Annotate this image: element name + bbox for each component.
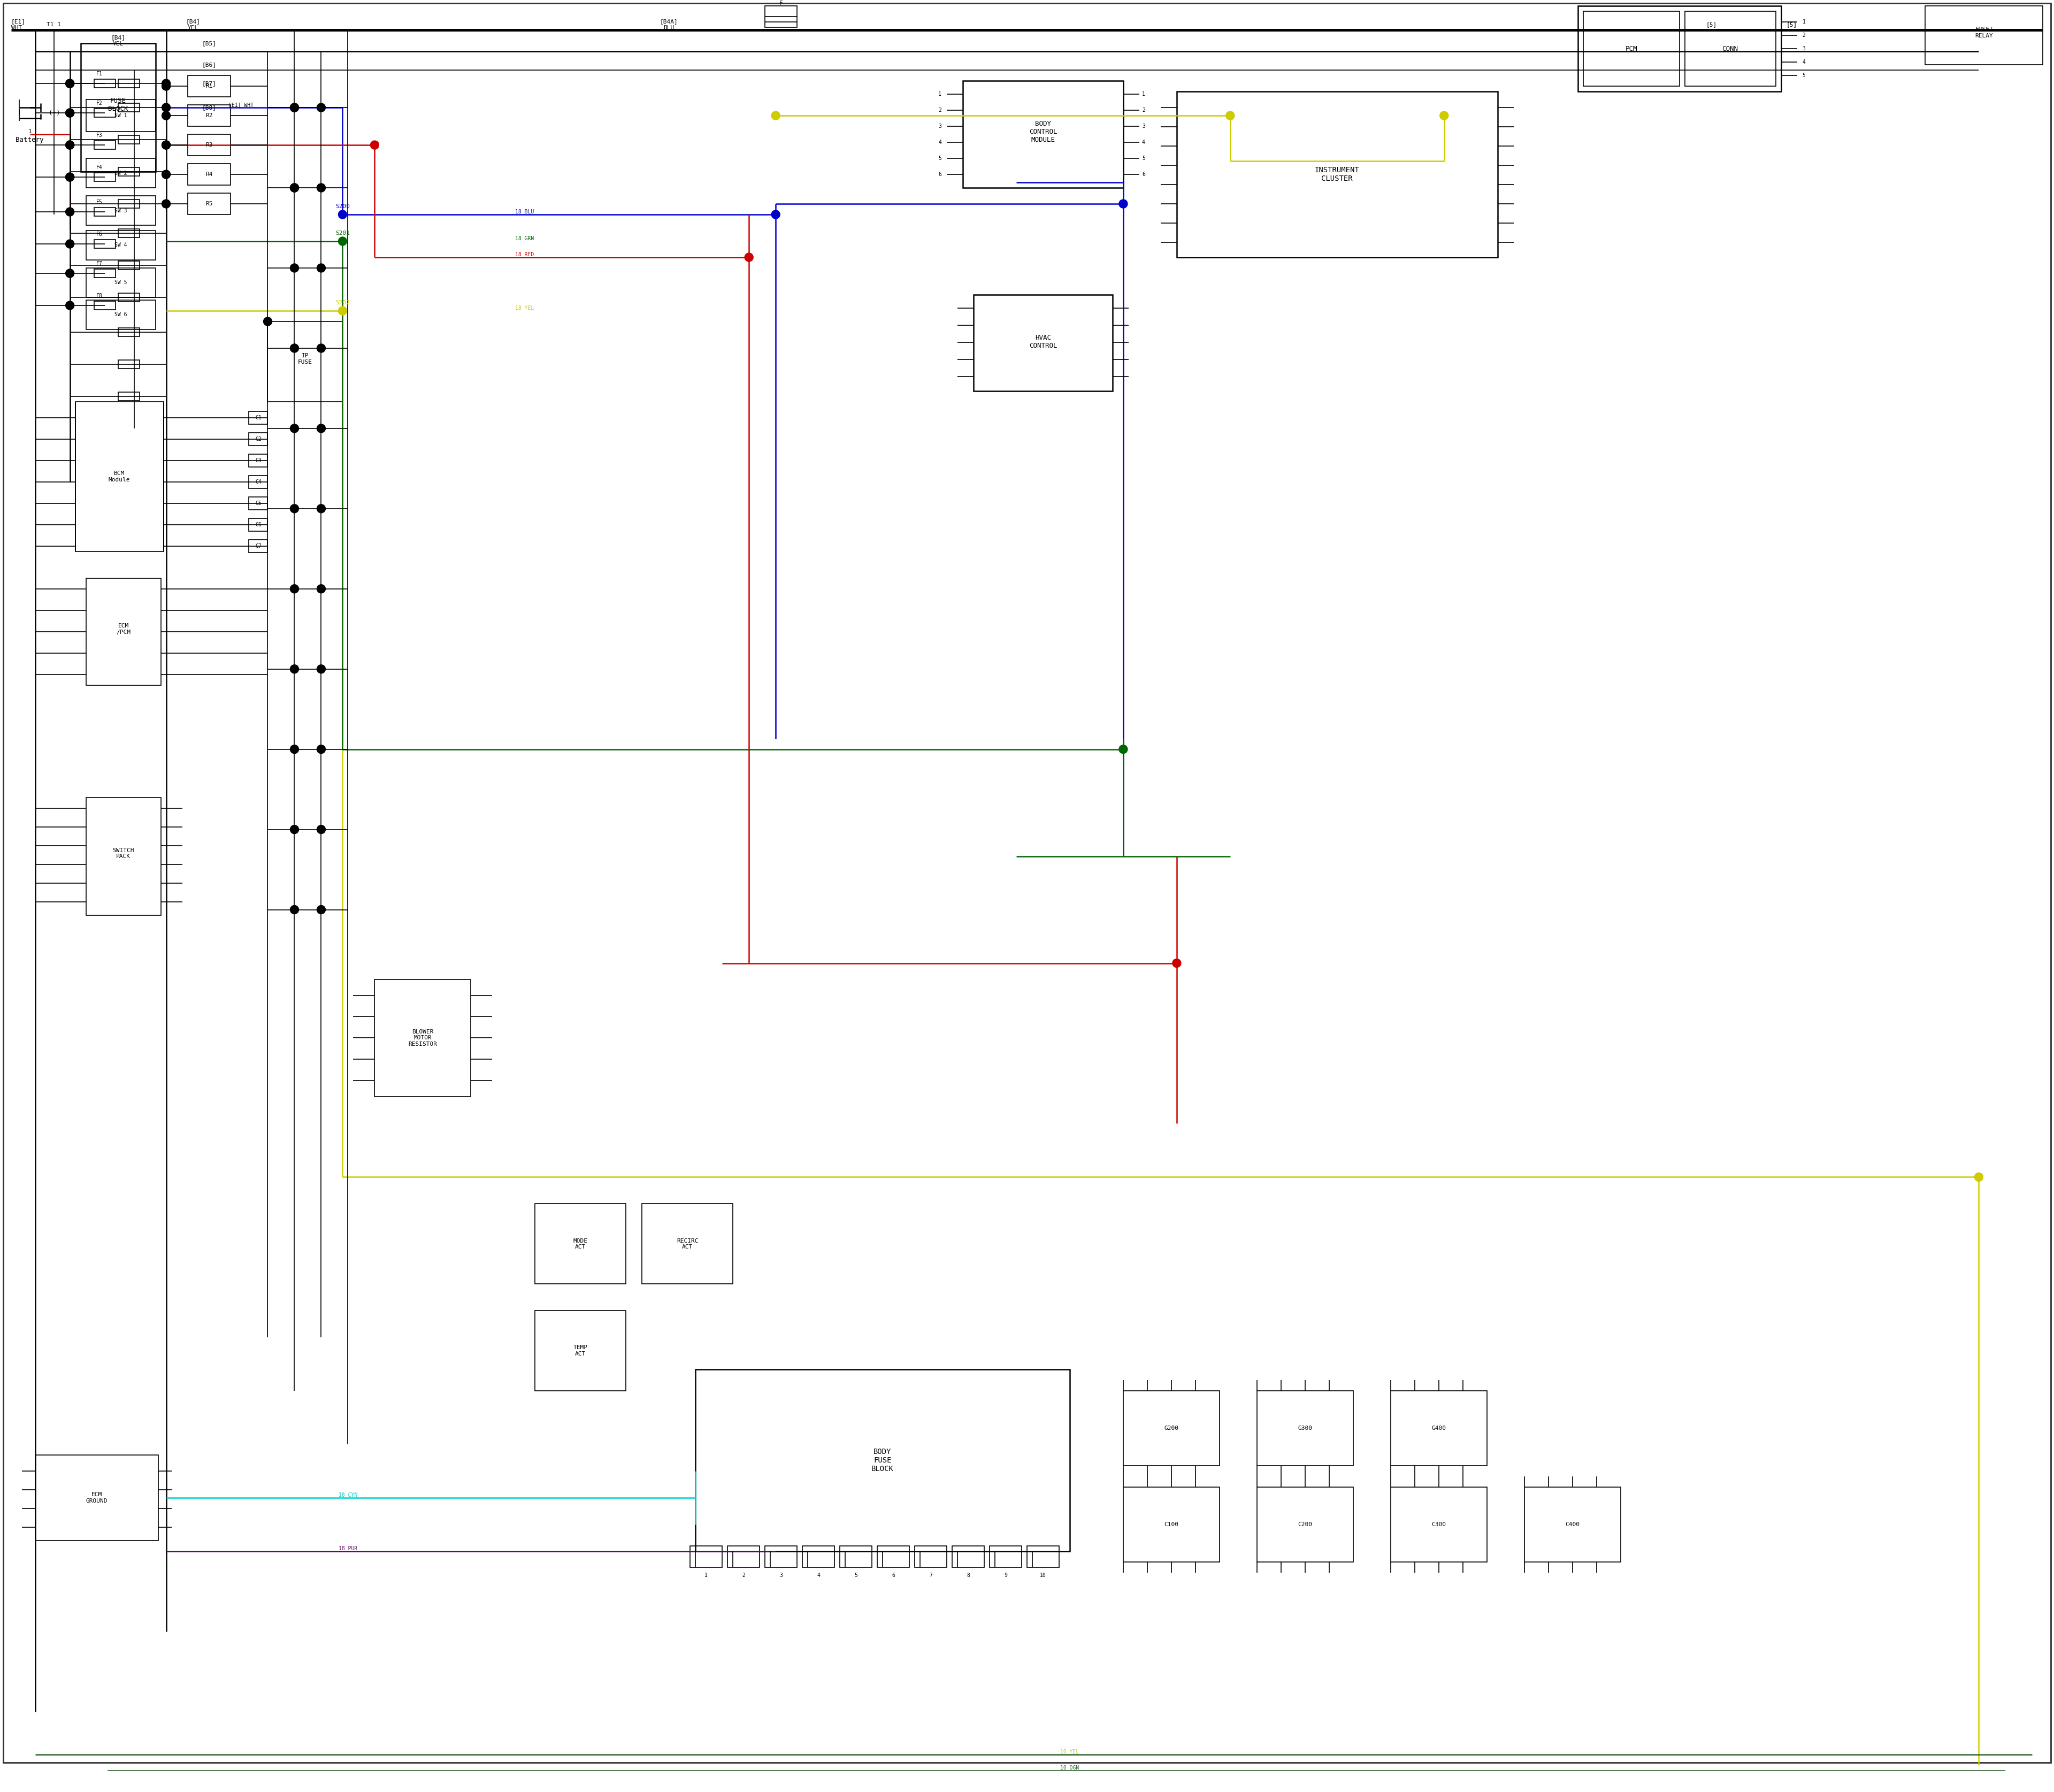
Circle shape [316,905,325,914]
Text: R4: R4 [205,172,212,177]
Bar [764,1546,797,1568]
Text: INSTRUMENT
CLUSTER: INSTRUMENT CLUSTER [1315,167,1360,183]
Bar [94,79,115,88]
Text: 1: 1 [939,91,941,97]
Text: [B5]: [B5] [201,41,216,47]
Circle shape [66,109,74,116]
Circle shape [1440,111,1448,120]
Bar [1925,5,2044,65]
Circle shape [290,504,298,513]
Text: S202: S202 [335,299,349,305]
Text: R1: R1 [205,84,212,90]
Bar [267,321,343,401]
Bar [94,172,115,181]
Bar [1391,1391,1487,1466]
Bar [86,797,160,916]
Circle shape [66,109,74,116]
Text: [B4]
YEL: [B4] YEL [185,20,199,30]
Text: C6: C6 [255,521,261,527]
Circle shape [290,665,298,674]
Text: 8: 8 [967,1573,969,1579]
Circle shape [290,183,298,192]
Text: 6: 6 [891,1573,896,1579]
Text: 18 YEL: 18 YEL [516,305,534,310]
Bar [94,109,115,116]
Bar [117,262,140,269]
Bar [803,1546,834,1568]
Bar [187,106,230,125]
Bar [1177,91,1497,258]
Bar [764,5,797,27]
Bar [86,299,156,330]
Bar [117,167,140,176]
Bar [1577,5,1781,91]
Text: C300: C300 [1432,1521,1446,1527]
Text: 10: 10 [1039,1573,1045,1579]
Text: [B8]: [B8] [201,106,216,111]
Circle shape [772,111,781,120]
Text: 1: 1 [1142,91,1146,97]
Bar [117,79,140,88]
Bar [1124,1391,1220,1466]
Circle shape [290,425,298,432]
Bar [249,518,267,530]
Bar [94,142,115,149]
Text: SW 6: SW 6 [115,312,127,317]
Circle shape [66,79,74,88]
Circle shape [772,210,781,219]
Bar [249,496,267,509]
Bar [914,1546,947,1568]
Text: SW 1: SW 1 [115,113,127,118]
Circle shape [746,253,754,262]
Circle shape [66,269,74,278]
Text: 2: 2 [1801,32,1805,38]
Text: G200: G200 [1165,1426,1179,1432]
Bar [974,294,1113,391]
Text: IP
FUSE: IP FUSE [298,353,312,364]
Text: BLOWER
MOTOR
RESISTOR: BLOWER MOTOR RESISTOR [409,1029,438,1047]
Bar [990,1546,1021,1568]
Bar [76,401,164,552]
Circle shape [66,172,74,181]
Text: 18 CYN: 18 CYN [339,1493,357,1498]
Circle shape [162,79,170,88]
Circle shape [316,344,325,353]
Bar [117,199,140,208]
Text: FUSE
BLOCK: FUSE BLOCK [109,97,127,113]
Bar [94,240,115,249]
Text: C1: C1 [255,416,261,421]
Bar [86,231,156,260]
Text: F5: F5 [97,199,103,204]
Text: HVAC
CONTROL: HVAC CONTROL [1029,335,1058,349]
Text: PCM: PCM [1625,45,1637,52]
Bar [187,163,230,185]
Text: C5: C5 [255,500,261,505]
Text: 3: 3 [1142,124,1146,129]
Bar [1124,1487,1220,1563]
Bar [187,75,230,97]
Text: 18 GRN: 18 GRN [516,237,534,242]
Circle shape [1119,745,1128,753]
Text: F1: F1 [97,72,103,77]
Circle shape [162,142,170,149]
Bar [1391,1487,1487,1563]
Bar [534,1204,626,1285]
Bar [534,1310,626,1391]
Text: F2: F2 [97,100,103,106]
Bar [643,1204,733,1285]
Text: [E1]
WHT: [E1] WHT [10,20,25,30]
Bar [963,81,1124,188]
Circle shape [316,104,325,111]
Bar [117,360,140,369]
Bar [1684,11,1775,86]
Text: TEMP
ACT: TEMP ACT [573,1346,587,1357]
Text: 1: 1 [1801,20,1805,25]
Text: [5]: [5] [1787,22,1797,27]
Bar [117,294,140,301]
Text: ECM
/PCM: ECM /PCM [117,624,131,634]
Bar [249,475,267,487]
Text: R3: R3 [205,142,212,147]
Text: SW 3: SW 3 [115,208,127,213]
Circle shape [66,142,74,149]
Circle shape [66,142,74,149]
